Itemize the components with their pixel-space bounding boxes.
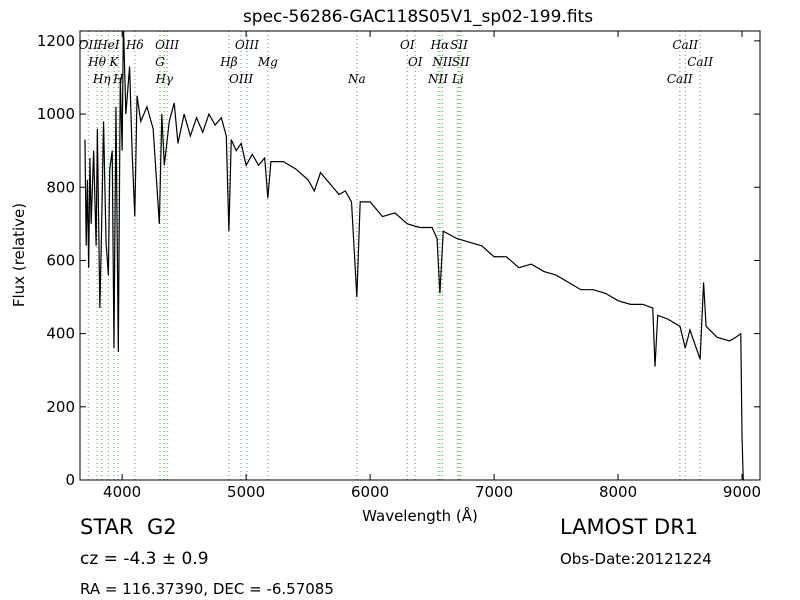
spectral-line-label: H xyxy=(112,72,124,86)
obs-date: Obs-Date:20121224 xyxy=(560,550,712,568)
x-tick-label: 7000 xyxy=(475,483,513,501)
coordinates: RA = 116.37390, DEC = -6.57085 xyxy=(80,580,334,598)
chart-title: spec-56286-GAC118S05V1_sp02-199.fits xyxy=(243,7,593,27)
x-tick-label: 4000 xyxy=(103,483,141,501)
spectral-line-label: Li xyxy=(451,72,464,86)
redshift: cz = -4.3 ± 0.9 xyxy=(80,549,209,569)
spectral-line-label: Hγ xyxy=(154,72,173,86)
plot-area xyxy=(84,31,744,480)
spectral-line-label: CaII xyxy=(687,55,713,69)
spectral-line-label: OIII xyxy=(155,38,179,52)
spectral-line-label: Hβ xyxy=(219,55,237,69)
y-tick-label: 800 xyxy=(46,178,75,196)
subclass: G2 xyxy=(147,515,177,539)
y-tick-label: 400 xyxy=(46,325,75,343)
spectral-line-label: SII xyxy=(452,55,470,69)
x-tick-label: 8000 xyxy=(599,483,637,501)
spectral-line-label: NII xyxy=(427,72,448,86)
survey: LAMOST DR1 xyxy=(560,515,698,539)
spectral-line-label: G xyxy=(155,55,165,69)
x-tick-label: 5000 xyxy=(227,483,265,501)
x-tick-label: 9000 xyxy=(723,483,761,501)
y-tick-label: 1200 xyxy=(37,32,75,50)
spectral-line-label: Mg xyxy=(257,55,278,69)
x-axis-label: Wavelength (Å) xyxy=(362,506,478,525)
y-tick-label: 1000 xyxy=(37,105,75,123)
spectrum-line xyxy=(84,31,744,480)
spectral-line-label: OI xyxy=(400,38,415,52)
spectral-line-label: OII xyxy=(79,38,99,52)
spectral-line-label: CaII xyxy=(667,72,693,86)
y-axis-label: Flux (relative) xyxy=(10,203,28,307)
spectral-line-label: OIII xyxy=(235,38,259,52)
spectral-line-label: Hη xyxy=(92,72,111,86)
spectral-line-label: Hδ xyxy=(125,38,144,52)
spectral-line-label: HeI xyxy=(96,38,120,52)
spectral-line-label: Hα xyxy=(430,38,450,52)
class: STAR xyxy=(80,515,133,539)
spectral-line-label: OI xyxy=(408,55,423,69)
spectral-line-label: Na xyxy=(347,72,366,86)
spectral-line-label: OIII xyxy=(229,72,253,86)
y-tick-label: 200 xyxy=(46,398,75,416)
spectral-line-label: CaII xyxy=(672,38,698,52)
y-tick-label: 0 xyxy=(65,471,75,489)
spectral-line-label: Hθ xyxy=(87,55,106,69)
y-tick-label: 600 xyxy=(46,251,75,269)
spectral-line-label: K xyxy=(108,55,119,69)
spectral-line-label: SII xyxy=(450,38,468,52)
spectral-line-label: NII xyxy=(431,55,452,69)
x-tick-label: 6000 xyxy=(351,483,389,501)
axes-frame xyxy=(79,30,761,481)
